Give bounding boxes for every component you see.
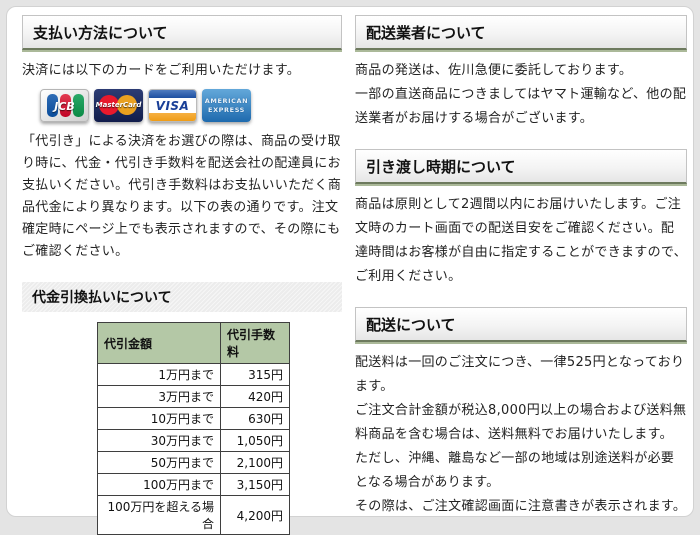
fee-value-cell: 315円 — [220, 363, 290, 386]
table-row: 100万円まで 3,150円 — [97, 473, 290, 496]
visa-gold-band — [149, 113, 196, 121]
fee-value-cell: 1,050円 — [220, 429, 290, 452]
mastercard-orange-circle — [117, 95, 137, 115]
cod-fee-table: 代引金額 代引手数料 1万円まで 315円 3万円まで 420円 10万円まで 630… — [97, 322, 290, 535]
jcb-stripes — [47, 94, 84, 117]
table-row: 3万円まで 420円 — [97, 385, 290, 408]
carrier-line-1: 商品の発送は、佐川急便に委託しております。 — [355, 63, 633, 78]
payment-column: 支払い方法について 決済には以下のカードをご利用いただけます。 JCB Mast… — [22, 15, 342, 535]
fee-value-cell: 420円 — [220, 385, 290, 408]
fee-value-cell: 2,100円 — [220, 451, 290, 474]
fee-amount-cell: 50万円まで — [97, 451, 221, 474]
fee-amount-cell: 100万円を超える場合 — [97, 495, 221, 535]
payment-intro-text: 決済には以下のカードをご利用いただけます。 — [22, 63, 301, 78]
shipping-line-2: ご注文合計金額が税込8,000円以上の場合および送料無料商品を含む場合は、送料無… — [355, 403, 687, 442]
amex-label-line1: AMERICAN — [204, 97, 249, 105]
payment-section-header: 支払い方法について — [22, 15, 342, 50]
visa-card-icon: VISA — [148, 89, 197, 122]
fee-table-header-row: 代引金額 代引手数料 — [97, 322, 290, 364]
fee-value-cell: 4,200円 — [220, 495, 290, 535]
carrier-section-title: 配送業者について — [366, 24, 486, 42]
mastercard-red-circle — [99, 95, 119, 115]
fee-amount-cell: 30万円まで — [97, 429, 221, 452]
mastercard-card-icon: MasterCard — [94, 89, 143, 122]
carrier-section-header: 配送業者について — [355, 15, 687, 50]
cod-subsection-title: 代金引換払いについて — [22, 282, 342, 312]
visa-blue-band — [149, 90, 196, 98]
fee-amount-cell: 1万円まで — [97, 363, 221, 386]
shipping-text: 配送料は一回のご注文につき、一律525円となっております。 ご注文合計金額が税込… — [355, 351, 687, 519]
delivery-time-text: 商品は原則として2週間以内にお届けいたします。ご注文時のカート画面での配送目安を… — [355, 197, 687, 284]
carrier-text: 商品の発送は、佐川急便に委託しております。 一部の直送商品につきましてはヤマト運… — [355, 59, 687, 131]
payment-section-title: 支払い方法について — [33, 24, 168, 42]
shipping-line-4: その際は、ご注文確認画面に注意書きが表示されます。 — [355, 499, 687, 514]
fee-table-header-amount: 代引金額 — [97, 322, 221, 364]
table-row: 10万円まで 630円 — [97, 407, 290, 430]
shipping-section-header: 配送について — [355, 307, 687, 342]
fee-amount-cell: 100万円まで — [97, 473, 221, 496]
amex-label-line2: EXPRESS — [208, 106, 245, 114]
table-row: 100万円を超える場合 4,200円 — [97, 495, 290, 535]
table-row: 30万円まで 1,050円 — [97, 429, 290, 452]
fee-value-cell: 3,150円 — [220, 473, 290, 496]
delivery-time-section-title: 引き渡し時期について — [366, 158, 516, 176]
shipping-line-3: ただし、沖縄、離島など一部の地域は別途送料が必要となる場合があります。 — [355, 451, 675, 490]
jcb-label: JCB — [54, 100, 75, 113]
fee-amount-cell: 10万円まで — [97, 407, 221, 430]
shipping-section-title: 配送について — [366, 316, 456, 334]
fee-value-cell: 630円 — [220, 407, 290, 430]
delivery-time-section-header: 引き渡し時期について — [355, 149, 687, 184]
mastercard-label: MasterCard — [95, 101, 142, 109]
carrier-line-2: 一部の直送商品につきましてはヤマト運輸など、他の配送業者がお届けする場合がござい… — [355, 87, 687, 126]
table-row: 1万円まで 315円 — [97, 363, 290, 386]
shipping-column: 配送業者について 商品の発送は、佐川急便に委託しております。 一部の直送商品につ… — [355, 15, 687, 519]
visa-label: VISA — [155, 99, 190, 113]
shipping-line-1: 配送料は一回のご注文につき、一律525円となっております。 — [355, 355, 685, 394]
fee-amount-cell: 3万円まで — [97, 385, 221, 408]
amex-card-icon: AMERICAN EXPRESS — [202, 89, 251, 122]
cod-description-text: 「代引き」による決済をお選びの際は、商品の受け取り時に、代金・代引き手数料を配送… — [22, 134, 342, 259]
table-row: 50万円まで 2,100円 — [97, 451, 290, 474]
fee-table-header-fee: 代引手数料 — [220, 322, 290, 364]
jcb-card-icon: JCB — [40, 89, 89, 122]
card-brand-row: JCB MasterCard VISA AMERICAN EXPRESS — [40, 89, 342, 122]
